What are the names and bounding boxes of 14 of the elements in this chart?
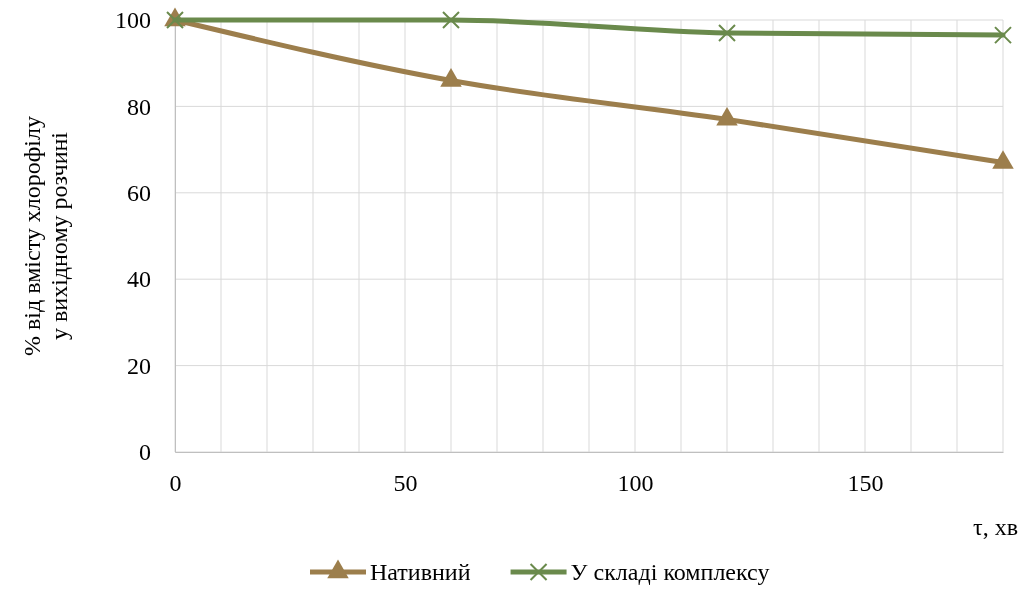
x-tick-label: 50 [393,470,418,497]
y-tick-label: 60 [127,179,151,206]
y-axis-title: % від вмісту хлорофілу у вихідному розчині [19,116,72,356]
x-tick-label: 0 [169,470,182,497]
y-tick-label: 100 [115,7,151,34]
y-tick-label: 0 [139,439,151,466]
legend-label: У складі комплексу [570,559,770,585]
x-tick-label: 150 [847,470,884,497]
x-axis-title: τ, хв [973,514,1018,540]
x-tick-label: 100 [617,470,654,497]
y-tick-label: 20 [127,352,151,379]
y-tick-label: 40 [127,266,151,293]
y-tick-label: 80 [127,93,151,120]
legend-label: Нативний [370,559,471,585]
